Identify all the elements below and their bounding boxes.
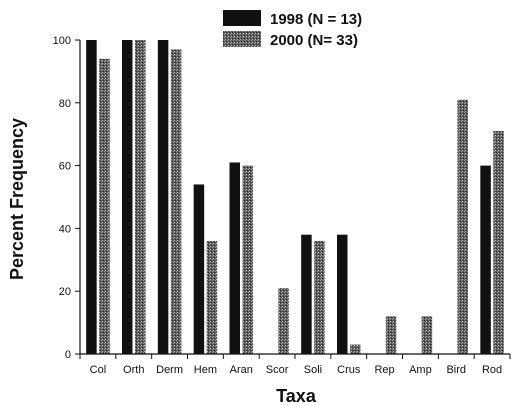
y-axis-title: Percent Frequency <box>7 118 27 280</box>
x-tick-label: Derm <box>156 364 183 376</box>
bar <box>350 344 361 354</box>
bar <box>314 240 325 354</box>
bar <box>229 162 240 354</box>
x-tick-label: Hem <box>194 364 217 376</box>
bar <box>480 165 491 354</box>
y-tick-label: 20 <box>59 286 71 298</box>
bar <box>242 165 253 354</box>
y-tick-label: 100 <box>53 35 71 47</box>
bar <box>135 40 146 354</box>
x-tick-label: Soli <box>304 364 322 376</box>
x-tick-label: Amp <box>409 364 432 376</box>
y-tick-label: 60 <box>59 161 71 173</box>
x-tick-label: Col <box>90 364 107 376</box>
legend-label: 2000 (N= 33) <box>270 32 358 49</box>
legend-swatch <box>223 10 261 26</box>
bar <box>385 316 397 354</box>
bar <box>493 131 504 354</box>
x-axis: Col Orth Derm Hem Aran Scor Soli Crus Rep Amp Bird… <box>79 353 511 376</box>
legend-label: 1998 (N = 13) <box>270 11 362 28</box>
x-axis-title: Taxa <box>276 386 317 406</box>
x-tick-label: Rod <box>482 364 502 376</box>
bar <box>421 316 433 354</box>
bar <box>122 40 133 354</box>
y-axis: 0 20 40 60 80 100 <box>53 35 81 361</box>
bar <box>457 99 468 354</box>
y-tick-label: 40 <box>59 223 71 235</box>
bar <box>86 40 97 354</box>
y-tick-label: 0 <box>65 349 71 361</box>
bar <box>206 240 218 354</box>
bar <box>99 58 110 355</box>
x-tick-label: Orth <box>123 364 144 376</box>
legend: 1998 (N = 13) 2000 (N= 33) <box>223 10 362 49</box>
x-tick-label: Aran <box>230 364 253 376</box>
bar <box>278 288 289 354</box>
bar <box>157 40 169 354</box>
bar <box>193 184 205 354</box>
bar <box>337 234 348 354</box>
x-tick-label: Rep <box>374 364 394 376</box>
bar <box>301 234 312 354</box>
x-tick-label: Bird <box>446 364 466 376</box>
legend-swatch <box>223 31 261 47</box>
x-tick-label: Scor <box>266 364 289 376</box>
bar <box>170 49 182 355</box>
bars <box>86 40 504 355</box>
y-tick-label: 80 <box>59 98 71 110</box>
x-tick-label: Crus <box>337 364 361 376</box>
